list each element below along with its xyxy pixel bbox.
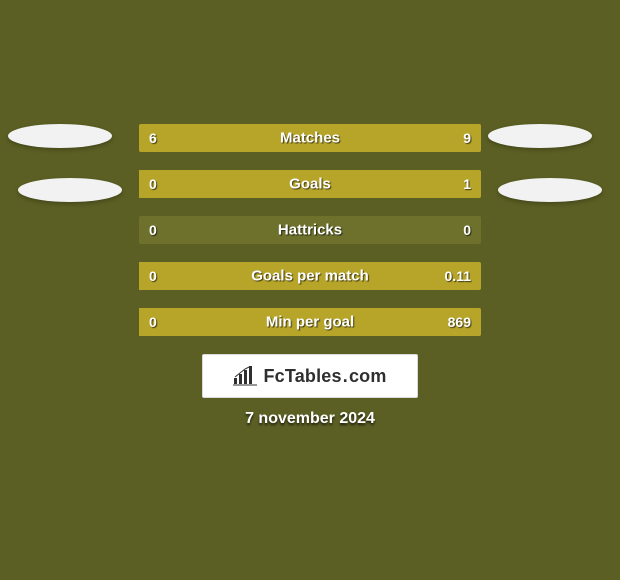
- stat-label: Matches: [280, 130, 340, 147]
- stat-label: Goals: [289, 176, 331, 193]
- stat-row: 0 Goals per match 0.11: [139, 262, 481, 290]
- bar-chart-icon: [233, 366, 257, 386]
- stat-row: 0 Goals 1: [139, 170, 481, 198]
- footer-date: 7 november 2024: [245, 410, 375, 428]
- comparison-table: 6 Matches 9 0 Goals 1 0 Hattricks 0 0 Goals per ma…: [139, 124, 481, 354]
- stat-left-value: 0: [149, 222, 157, 238]
- stat-right-value: 9: [463, 130, 471, 146]
- stat-label: Goals per match: [251, 268, 369, 285]
- stat-left-value: 0: [149, 314, 157, 330]
- stat-right-value: 0.11: [445, 268, 471, 284]
- stat-left-value: 0: [149, 176, 157, 192]
- stat-row: 6 Matches 9: [139, 124, 481, 152]
- stat-left-value: 0: [149, 268, 157, 284]
- stat-row: 0 Hattricks 0: [139, 216, 481, 244]
- brand-name: FcTables: [263, 366, 341, 386]
- source-brand: FcTables.com: [263, 366, 386, 387]
- brand-dot: .: [343, 366, 348, 386]
- brand-tld: com: [349, 366, 387, 386]
- stat-row: 0 Min per goal 869: [139, 308, 481, 336]
- stat-right-value: 0: [463, 222, 471, 238]
- stat-label: Hattricks: [278, 222, 342, 239]
- source-badge[interactable]: FcTables.com: [202, 354, 418, 398]
- stat-right-value: 1: [463, 176, 471, 192]
- stat-right-value: 869: [448, 314, 471, 330]
- stat-label: Min per goal: [266, 314, 354, 331]
- stat-left-value: 6: [149, 130, 157, 146]
- stat-fill-left: [139, 124, 276, 152]
